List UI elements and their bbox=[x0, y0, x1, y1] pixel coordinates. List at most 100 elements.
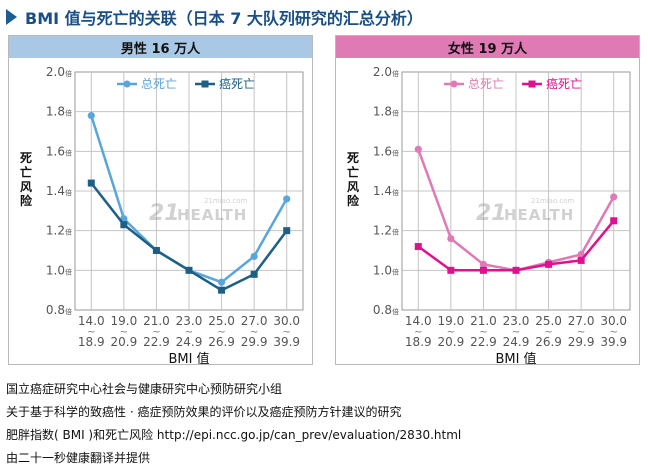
x-tick-tilde: ~ bbox=[544, 327, 552, 338]
x-tick-label-top: 14.0 bbox=[78, 314, 105, 328]
data-point bbox=[218, 286, 226, 294]
x-tick-label-bottom: 39.9 bbox=[273, 335, 300, 349]
watermark-site: 21miao.com bbox=[204, 197, 247, 205]
x-tick-tilde: ~ bbox=[283, 327, 291, 338]
watermark-brand: 21 bbox=[149, 201, 180, 226]
watermark-text: HEALTH bbox=[177, 206, 247, 224]
y-tick-label: 1.4倍 bbox=[373, 184, 399, 198]
legend-label: 总死亡 bbox=[141, 77, 177, 91]
y-tick-label: 1.8倍 bbox=[373, 105, 399, 119]
note-line: 由二十一秒健康翻译并提供 bbox=[6, 451, 151, 465]
x-tick-label-bottom: 26.9 bbox=[535, 335, 562, 349]
note-line: 国立癌症研究中心社会与健康研究中心预防研究小组 bbox=[6, 382, 283, 396]
note-line: 肥胖指数( BMI )和死亡风险 http://epi.ncc.go.jp/ca… bbox=[6, 428, 462, 442]
y-tick-label: 1.8倍 bbox=[46, 105, 72, 119]
female-panel-header: 女性 19 万人 bbox=[336, 36, 639, 58]
x-tick-label-top: 30.0 bbox=[273, 314, 300, 328]
data-point bbox=[87, 112, 95, 120]
legend-marker bbox=[123, 80, 131, 88]
x-tick-tilde: ~ bbox=[87, 327, 95, 338]
data-point bbox=[250, 252, 258, 261]
watermark-brand: 21 bbox=[476, 201, 507, 226]
data-point bbox=[250, 270, 258, 278]
y-tick-label: 2.0倍 bbox=[373, 65, 399, 79]
x-tick-label-bottom: 24.9 bbox=[503, 335, 530, 349]
title-arrow-icon bbox=[6, 9, 17, 25]
title-bar: BMI 值与死亡的关联（日本 7 大队列研究的汇总分析） bbox=[6, 5, 423, 29]
x-tick-label-top: 23.0 bbox=[176, 314, 203, 328]
x-tick-label-bottom: 39.9 bbox=[600, 335, 627, 349]
x-tick-label-top: 30.0 bbox=[600, 314, 627, 328]
female-line-chart: 0.8倍1.0倍1.2倍1.4倍1.6倍1.8倍2.0倍14.0~18.919.… bbox=[347, 65, 631, 364]
y-tick-label: 1.0倍 bbox=[373, 263, 399, 277]
note-line: 关于基于科学的致癌性 · 癌症预防效果的评价以及癌症预防方针建议的研究 bbox=[6, 405, 402, 419]
data-point bbox=[414, 243, 422, 251]
x-tick-label-bottom: 24.9 bbox=[176, 335, 203, 349]
x-tick-tilde: ~ bbox=[250, 327, 258, 338]
data-point bbox=[610, 193, 618, 201]
x-tick-label-bottom: 29.9 bbox=[568, 335, 595, 349]
data-point bbox=[610, 217, 618, 225]
data-point bbox=[479, 260, 488, 268]
x-tick-label-bottom: 20.9 bbox=[437, 335, 464, 349]
x-tick-label-bottom: 20.9 bbox=[110, 335, 137, 349]
x-tick-tilde: ~ bbox=[479, 327, 487, 338]
legend-marker bbox=[528, 80, 536, 88]
x-tick-label-top: 23.0 bbox=[503, 314, 530, 328]
male-panel-header: 男性 16 万人 bbox=[9, 36, 312, 58]
y-tick-label: 1.2倍 bbox=[373, 224, 399, 238]
y-tick-label: 2.0倍 bbox=[46, 65, 72, 79]
x-axis-label: BMI 值 bbox=[495, 351, 536, 364]
data-point bbox=[152, 247, 160, 254]
data-point bbox=[185, 266, 193, 274]
y-axis-label: 死亡风险 bbox=[20, 151, 33, 208]
x-tick-label-bottom: 18.9 bbox=[78, 335, 105, 349]
legend-label: 总死亡 bbox=[468, 77, 504, 91]
data-point bbox=[414, 145, 422, 153]
y-axis-label: 死亡风险 bbox=[347, 151, 360, 208]
x-tick-label-top: 25.0 bbox=[535, 314, 562, 328]
legend-label: 癌死亡 bbox=[219, 76, 255, 91]
x-tick-label-top: 21.0 bbox=[470, 314, 497, 328]
x-tick-label-top: 21.0 bbox=[143, 314, 170, 328]
x-tick-label-bottom: 26.9 bbox=[208, 335, 235, 349]
x-axis-label: BMI 值 bbox=[168, 351, 209, 364]
y-tick-label: 1.4倍 bbox=[46, 184, 72, 198]
x-tick-tilde: ~ bbox=[217, 327, 225, 338]
x-tick-label-top: 27.0 bbox=[241, 314, 268, 328]
x-tick-tilde: ~ bbox=[152, 327, 160, 338]
female-chart-panel: 女性 19 万人 0.8倍 1.0倍 1.2倍 1.4倍 1.6倍 1.8倍 2.0倍 14.… bbox=[335, 35, 640, 365]
data-point bbox=[479, 266, 487, 274]
x-tick-tilde: ~ bbox=[185, 327, 193, 338]
x-tick-label-top: 19.0 bbox=[437, 314, 464, 328]
x-tick-tilde: ~ bbox=[610, 327, 618, 338]
male-chart-panel: 男性 16 万人 0.8倍 1.0倍 1.2倍 1.4倍 1.6倍 1.8倍 2.0倍 14.… bbox=[8, 35, 313, 365]
x-tick-label-bottom: 22.9 bbox=[470, 335, 497, 349]
y-tick-label: 1.2倍 bbox=[46, 224, 72, 238]
data-point bbox=[577, 256, 585, 264]
legend-marker bbox=[201, 80, 209, 88]
data-point bbox=[447, 235, 455, 243]
x-tick-tilde: ~ bbox=[414, 327, 422, 338]
male-line-chart: 0.8倍1.0倍1.2倍1.4倍1.6倍1.8倍2.0倍14.0~18.919.… bbox=[20, 65, 304, 364]
data-point bbox=[217, 278, 226, 286]
x-tick-tilde: ~ bbox=[120, 327, 128, 338]
x-tick-label-top: 25.0 bbox=[208, 314, 235, 328]
y-tick-label: 0.8倍 bbox=[373, 303, 399, 317]
x-tick-label-top: 27.0 bbox=[568, 314, 595, 328]
y-tick-label: 1.6倍 bbox=[373, 144, 399, 158]
x-tick-tilde: ~ bbox=[447, 327, 455, 338]
data-point bbox=[87, 179, 95, 187]
page-title: BMI 值与死亡的关联（日本 7 大队列研究的汇总分析） bbox=[25, 9, 423, 28]
y-tick-label: 1.0倍 bbox=[46, 263, 72, 277]
x-tick-label-bottom: 18.9 bbox=[405, 335, 432, 349]
watermark-site: 21miao.com bbox=[531, 197, 574, 205]
watermark-text: HEALTH bbox=[504, 206, 574, 224]
legend-label: 癌死亡 bbox=[546, 76, 582, 91]
y-tick-label: 1.6倍 bbox=[46, 144, 72, 158]
source-notes: 国立癌症研究中心社会与健康研究中心预防研究小组 关于基于科学的致癌性 · 癌症预… bbox=[6, 378, 461, 470]
x-tick-label-bottom: 22.9 bbox=[143, 335, 170, 349]
x-tick-label-bottom: 29.9 bbox=[241, 335, 268, 349]
